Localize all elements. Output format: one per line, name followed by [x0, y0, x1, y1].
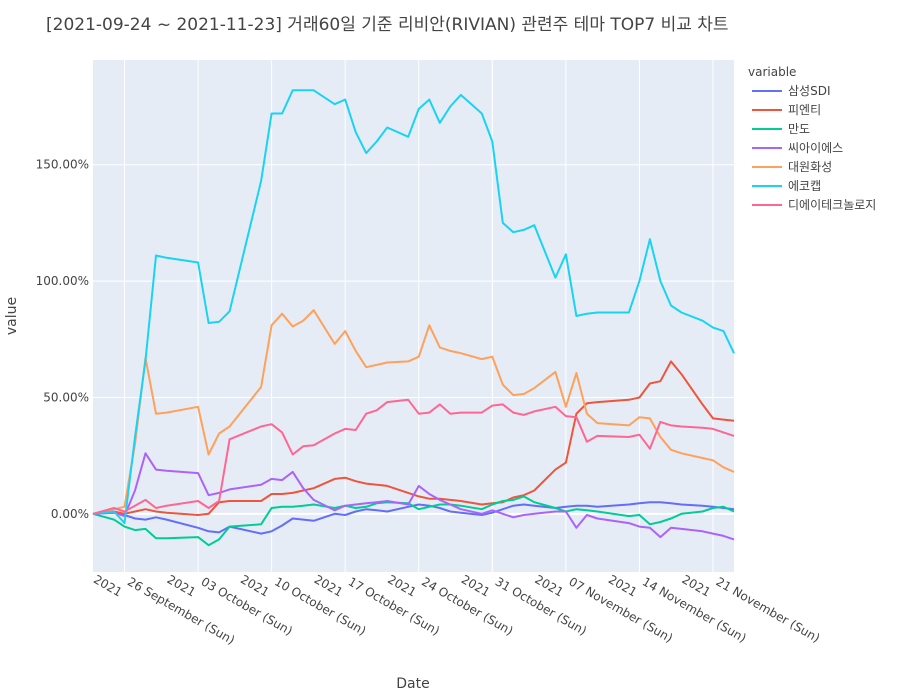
series-line-5 [92, 89, 735, 525]
series-line-0 [92, 501, 735, 535]
y-tick-label: 0.00% [51, 507, 89, 521]
legend-label: 디에이테크놀로지 [788, 198, 876, 212]
series-line-2 [92, 495, 735, 547]
chart-title: [2021-09-24 ~ 2021-11-23] 거래60일 기준 리비안(R… [46, 15, 729, 35]
series-line-6 [92, 398, 735, 515]
y-axis-ticks: 0.00% 50.00% 100.00% 150.00% [36, 158, 89, 521]
x-tick-label-line2: 2021 [91, 572, 124, 599]
plot-area [93, 60, 734, 572]
x-axis-title: Date [396, 676, 429, 692]
series-line-1 [92, 360, 735, 516]
gridlines [93, 60, 734, 572]
x-tick-label: 26 September (Sun)2021 [91, 572, 237, 647]
legend-label: 만도 [788, 122, 810, 136]
y-tick-label: 50.00% [43, 390, 89, 404]
legend-label: 씨아이에스 [788, 141, 843, 155]
series-line-4 [92, 309, 735, 515]
y-tick-label: 150.00% [36, 158, 89, 172]
legend-label: 피엔티 [788, 103, 821, 117]
legend-title: variable [748, 65, 796, 79]
x-axis-ticks: 26 September (Sun)2021 03 October (Sun)20… [91, 572, 822, 647]
series-lines [92, 89, 735, 547]
series-line-3 [92, 452, 735, 541]
legend-label: 대원화성 [788, 160, 832, 174]
y-tick-label: 100.00% [36, 274, 89, 288]
legend-label: 에코캡 [788, 179, 821, 193]
y-axis-title: value [4, 297, 20, 335]
legend-label: 삼성SDI [788, 84, 830, 98]
